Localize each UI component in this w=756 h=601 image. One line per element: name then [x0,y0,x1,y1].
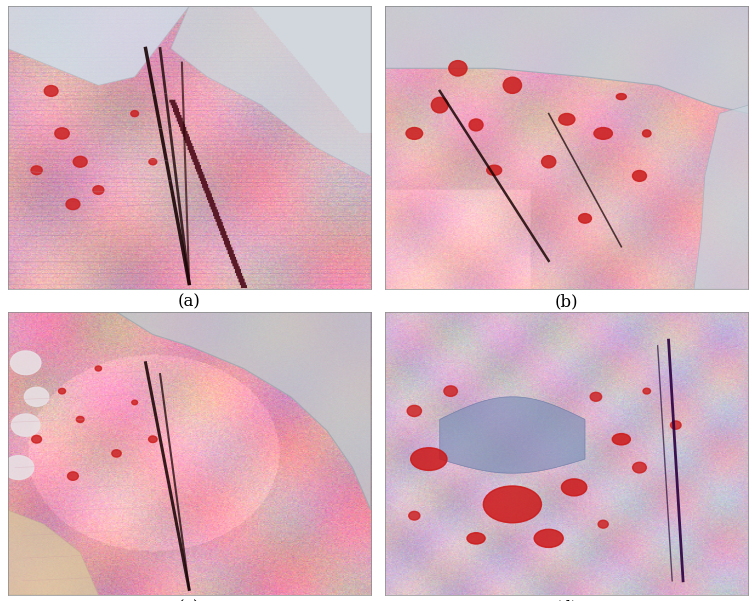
Circle shape [112,450,121,457]
Circle shape [149,436,157,442]
Ellipse shape [467,532,485,544]
Ellipse shape [594,127,612,139]
Ellipse shape [483,486,541,523]
Ellipse shape [432,97,448,113]
Ellipse shape [503,77,522,93]
Ellipse shape [616,94,627,100]
Ellipse shape [643,130,651,137]
Circle shape [66,199,80,210]
Ellipse shape [562,479,587,496]
Circle shape [3,456,34,480]
Circle shape [671,421,681,429]
X-axis label: (a): (a) [178,293,200,310]
Ellipse shape [541,156,556,168]
Circle shape [149,159,156,165]
Circle shape [131,111,138,117]
Circle shape [73,156,87,167]
Circle shape [31,166,42,175]
Circle shape [58,388,66,394]
Polygon shape [694,105,748,289]
Circle shape [633,462,646,473]
Circle shape [76,416,84,423]
Circle shape [93,186,104,194]
Circle shape [44,85,58,96]
Circle shape [24,387,49,406]
Polygon shape [116,312,370,510]
Ellipse shape [411,448,447,471]
Polygon shape [386,6,748,114]
Ellipse shape [559,114,575,125]
Circle shape [598,520,609,528]
Ellipse shape [406,127,423,139]
Circle shape [407,405,422,416]
Circle shape [32,435,42,443]
Polygon shape [171,6,370,176]
Ellipse shape [469,119,483,131]
Circle shape [67,472,79,480]
Circle shape [643,388,650,394]
Circle shape [444,386,457,397]
Circle shape [95,366,101,371]
Circle shape [590,392,602,401]
X-axis label: (d): (d) [555,599,578,601]
Circle shape [409,511,420,520]
Polygon shape [8,6,189,85]
Circle shape [55,128,70,139]
Ellipse shape [534,529,563,548]
Ellipse shape [612,433,631,445]
Ellipse shape [578,213,591,223]
X-axis label: (b): (b) [555,293,578,310]
Circle shape [11,414,40,436]
Circle shape [11,351,41,374]
Polygon shape [440,397,585,473]
X-axis label: (c): (c) [178,599,200,601]
Ellipse shape [449,61,467,76]
Ellipse shape [487,165,502,175]
Polygon shape [8,510,98,595]
Circle shape [132,400,138,404]
Ellipse shape [633,171,646,182]
